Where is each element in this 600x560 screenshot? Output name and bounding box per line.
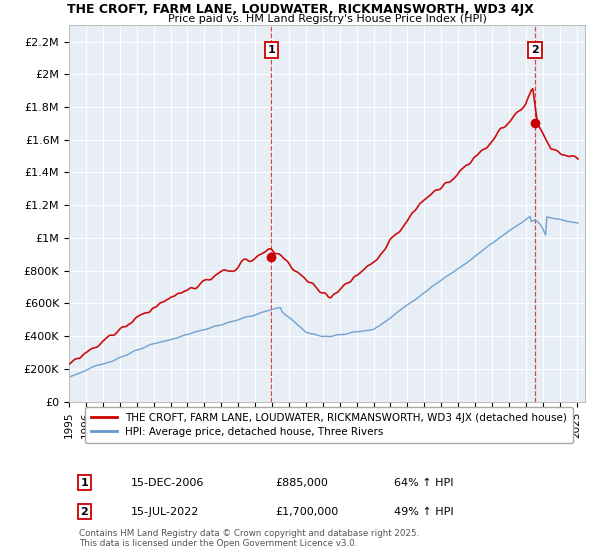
Text: 15-DEC-2006: 15-DEC-2006 <box>131 478 204 488</box>
Text: 15-JUL-2022: 15-JUL-2022 <box>131 507 199 516</box>
Text: 64% ↑ HPI: 64% ↑ HPI <box>394 478 454 488</box>
Text: Contains HM Land Registry data © Crown copyright and database right 2025.
This d: Contains HM Land Registry data © Crown c… <box>79 529 419 548</box>
Legend: THE CROFT, FARM LANE, LOUDWATER, RICKMANSWORTH, WD3 4JX (detached house), HPI: A: THE CROFT, FARM LANE, LOUDWATER, RICKMAN… <box>85 407 573 444</box>
Text: 2: 2 <box>531 45 539 55</box>
Title: Price paid vs. HM Land Registry's House Price Index (HPI): Price paid vs. HM Land Registry's House … <box>167 15 487 25</box>
Text: 2: 2 <box>80 507 88 516</box>
Text: 49% ↑ HPI: 49% ↑ HPI <box>394 507 454 516</box>
Text: £1,700,000: £1,700,000 <box>275 507 338 516</box>
Text: £885,000: £885,000 <box>275 478 328 488</box>
Text: 1: 1 <box>80 478 88 488</box>
Text: 1: 1 <box>268 45 275 55</box>
Text: THE CROFT, FARM LANE, LOUDWATER, RICKMANSWORTH, WD3 4JX: THE CROFT, FARM LANE, LOUDWATER, RICKMAN… <box>67 3 533 16</box>
